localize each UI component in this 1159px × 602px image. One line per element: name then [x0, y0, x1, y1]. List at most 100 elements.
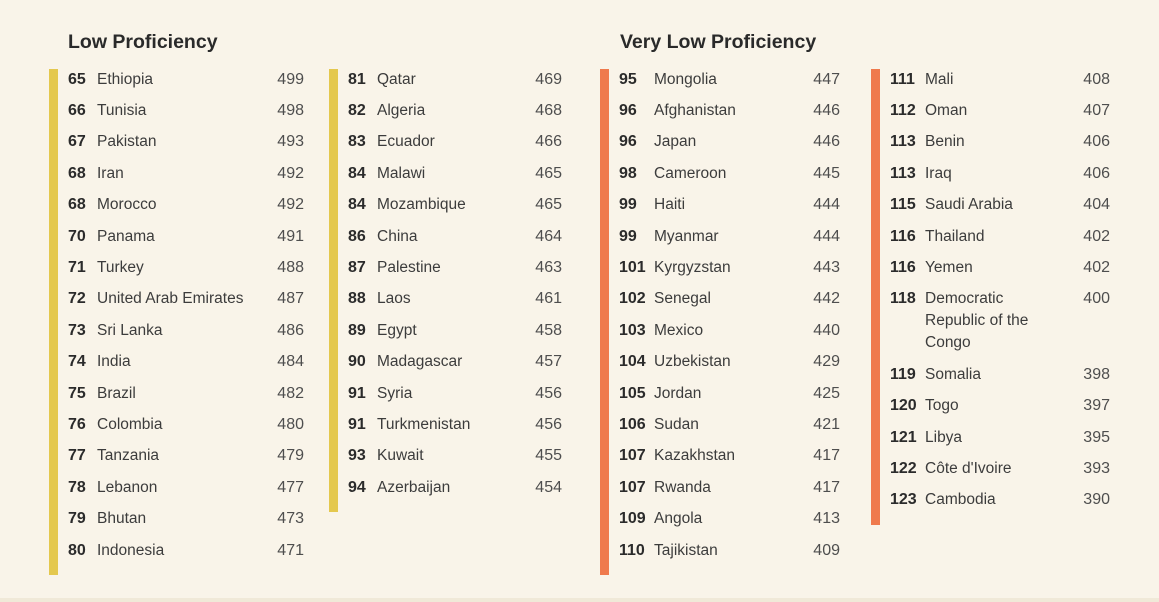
- table-row: 99 Myanmar 444: [619, 221, 840, 252]
- country-name: Uzbekistan: [654, 353, 731, 371]
- country-name: Ethiopia: [97, 70, 154, 88]
- country-name: Myanmar: [654, 227, 719, 245]
- rank: 119: [890, 365, 916, 383]
- score: 446: [813, 133, 840, 151]
- country-name: Benin: [925, 133, 965, 151]
- country-name: Rwanda: [654, 478, 711, 496]
- section-title-low-proficiency: Low Proficiency: [68, 31, 218, 53]
- score: 447: [813, 70, 840, 88]
- score: 463: [535, 259, 562, 277]
- country-name: Saudi Arabia: [925, 196, 1013, 214]
- country-name: Turkey: [97, 259, 144, 277]
- table-row: 105 Jordan 425: [619, 378, 840, 409]
- score: 413: [813, 510, 840, 528]
- table-row: 113 Benin 406: [890, 127, 1110, 158]
- table-row: 118 Democratic Republic of the Congo 400: [890, 284, 1110, 359]
- country-name: Mexico: [654, 321, 704, 339]
- table-row: 104 Uzbekistan 429: [619, 347, 840, 378]
- score: 465: [535, 164, 562, 182]
- rank: 66: [68, 102, 86, 120]
- score: 498: [277, 102, 304, 120]
- rank: 103: [619, 321, 646, 339]
- rank: 105: [619, 384, 646, 402]
- rank: 113: [890, 164, 916, 182]
- country-name: Egypt: [377, 321, 417, 339]
- score: 395: [1083, 428, 1110, 446]
- table-row: 72 United Arab Emirates 487: [68, 284, 304, 315]
- score: 421: [813, 415, 840, 433]
- score: 445: [813, 164, 840, 182]
- country-name: Azerbaijan: [377, 478, 451, 496]
- rank: 95: [619, 70, 637, 88]
- rank: 101: [619, 259, 646, 277]
- rank: 86: [348, 227, 366, 245]
- country-name: Tanzania: [97, 447, 160, 465]
- score: 488: [277, 259, 304, 277]
- table-row: 71 Turkey 488: [68, 252, 304, 283]
- score: 393: [1083, 459, 1110, 477]
- table-row: 68 Iran 492: [68, 158, 304, 189]
- rank: 96: [619, 133, 637, 151]
- table-row: 70 Panama 491: [68, 221, 304, 252]
- country-name: Mongolia: [654, 70, 717, 88]
- country-name: United Arab Emirates: [97, 290, 244, 308]
- country-name: Iraq: [925, 164, 952, 182]
- country-name: Democratic Republic of the Congo: [925, 290, 1029, 352]
- table-row: 84 Malawi 465: [348, 158, 562, 189]
- rank: 96: [619, 102, 637, 120]
- rank: 77: [68, 447, 86, 465]
- country-name: Somalia: [925, 365, 981, 383]
- table-row: 116 Yemen 402: [890, 252, 1110, 283]
- rank: 83: [348, 133, 366, 151]
- score: 398: [1083, 365, 1110, 383]
- country-name: Morocco: [97, 196, 157, 214]
- rank: 72: [68, 290, 86, 308]
- table-row: 87 Palestine 463: [348, 252, 562, 283]
- ranking-column-low-1: 65 Ethiopia 499 66 Tunisia 498 67 Pakistan 493 68…: [49, 64, 304, 576]
- country-name: Malawi: [377, 164, 426, 182]
- rank: 93: [348, 447, 366, 465]
- table-row: 68 Morocco 492: [68, 190, 304, 221]
- rank: 80: [68, 541, 86, 559]
- rank: 115: [890, 196, 916, 214]
- score: 455: [535, 447, 562, 465]
- table-row: 76 Colombia 480: [68, 409, 304, 440]
- country-name: Togo: [925, 397, 959, 415]
- table-row: 107 Kazakhstan 417: [619, 441, 840, 472]
- score: 402: [1083, 259, 1110, 277]
- table-row: 106 Sudan 421: [619, 409, 840, 440]
- country-name: Kyrgyzstan: [654, 259, 731, 277]
- country-name: Sudan: [654, 415, 699, 433]
- table-row: 121 Libya 395: [890, 422, 1110, 453]
- score: 429: [813, 353, 840, 371]
- score: 444: [813, 227, 840, 245]
- table-row: 116 Thailand 402: [890, 221, 1110, 252]
- rank: 75: [68, 384, 86, 402]
- table-row: 80 Indonesia 471: [68, 535, 304, 566]
- score: 492: [277, 196, 304, 214]
- score: 442: [813, 290, 840, 308]
- score: 479: [277, 447, 304, 465]
- score: 461: [535, 290, 562, 308]
- ranking-column-very-low-2: 111 Mali 408 112 Oman 407 113 Benin 406 113 Iraq 40…: [871, 64, 1110, 526]
- country-name: Pakistan: [97, 133, 157, 151]
- rank: 79: [68, 510, 86, 528]
- score: 492: [277, 164, 304, 182]
- rank: 110: [619, 541, 645, 559]
- rank: 91: [348, 415, 366, 433]
- country-name: Laos: [377, 290, 411, 308]
- rank: 118: [890, 290, 916, 308]
- country-name: Madagascar: [377, 353, 463, 371]
- score: 406: [1083, 133, 1110, 151]
- table-row: 102 Senegal 442: [619, 284, 840, 315]
- rank: 90: [348, 353, 366, 371]
- section-title-very-low-proficiency: Very Low Proficiency: [620, 31, 817, 53]
- rank: 121: [890, 428, 917, 446]
- rank: 111: [890, 70, 915, 88]
- country-name: Panama: [97, 227, 155, 245]
- country-name: Kazakhstan: [654, 447, 735, 465]
- rank: 106: [619, 415, 646, 433]
- table-row: 77 Tanzania 479: [68, 441, 304, 472]
- rank: 81: [348, 70, 366, 88]
